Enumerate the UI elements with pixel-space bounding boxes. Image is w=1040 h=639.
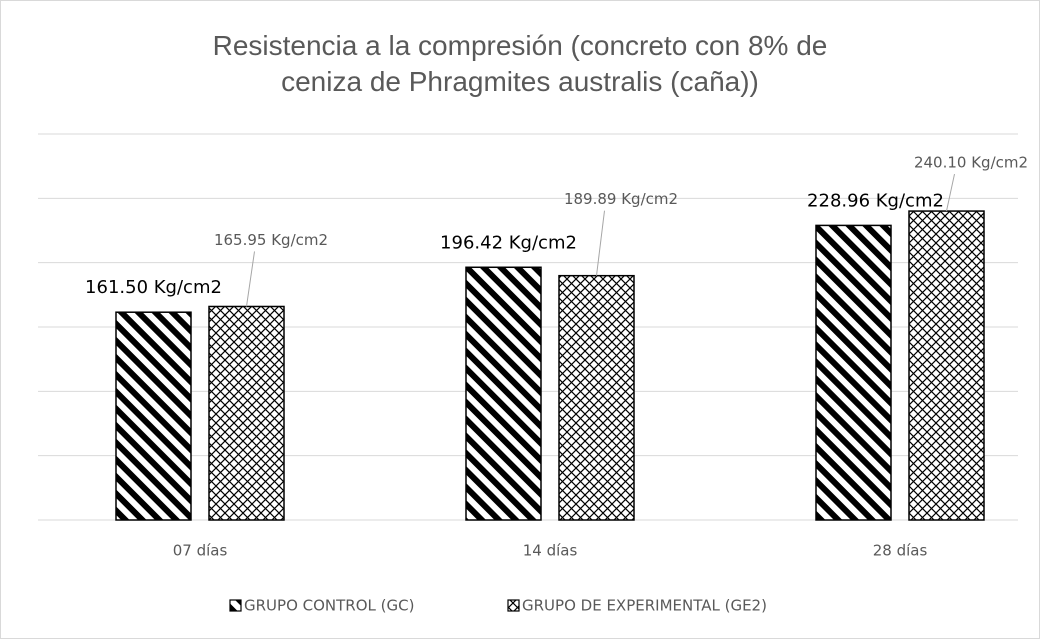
legend-swatch xyxy=(229,599,242,612)
data-label: 161.50 Kg/cm2 xyxy=(85,277,222,298)
legend-swatch xyxy=(507,599,520,612)
data-label: 189.89 Kg/cm2 xyxy=(564,190,678,208)
x-tick-label: 07 días xyxy=(173,542,228,560)
data-label: 228.96 Kg/cm2 xyxy=(807,190,944,211)
legend-label: GRUPO CONTROL (GC) xyxy=(244,597,414,615)
legend-label: GRUPO DE EXPERIMENTAL (GE2) xyxy=(522,597,767,615)
bar xyxy=(908,210,985,521)
data-label: 196.42 Kg/cm2 xyxy=(440,232,577,253)
bar xyxy=(558,274,635,521)
leader-line xyxy=(946,173,955,212)
x-tick-label: 28 días xyxy=(873,542,928,560)
bar xyxy=(208,305,285,521)
bar xyxy=(465,266,542,521)
data-label: 165.95 Kg/cm2 xyxy=(214,231,328,249)
data-label: 240.10 Kg/cm2 xyxy=(914,154,1028,172)
bar xyxy=(115,311,192,521)
leader-line xyxy=(596,210,605,276)
leader-line xyxy=(246,251,255,307)
bar xyxy=(815,224,892,521)
x-tick-label: 14 días xyxy=(523,542,578,560)
chart-title: Resistencia a la compresión (concreto co… xyxy=(212,30,828,97)
